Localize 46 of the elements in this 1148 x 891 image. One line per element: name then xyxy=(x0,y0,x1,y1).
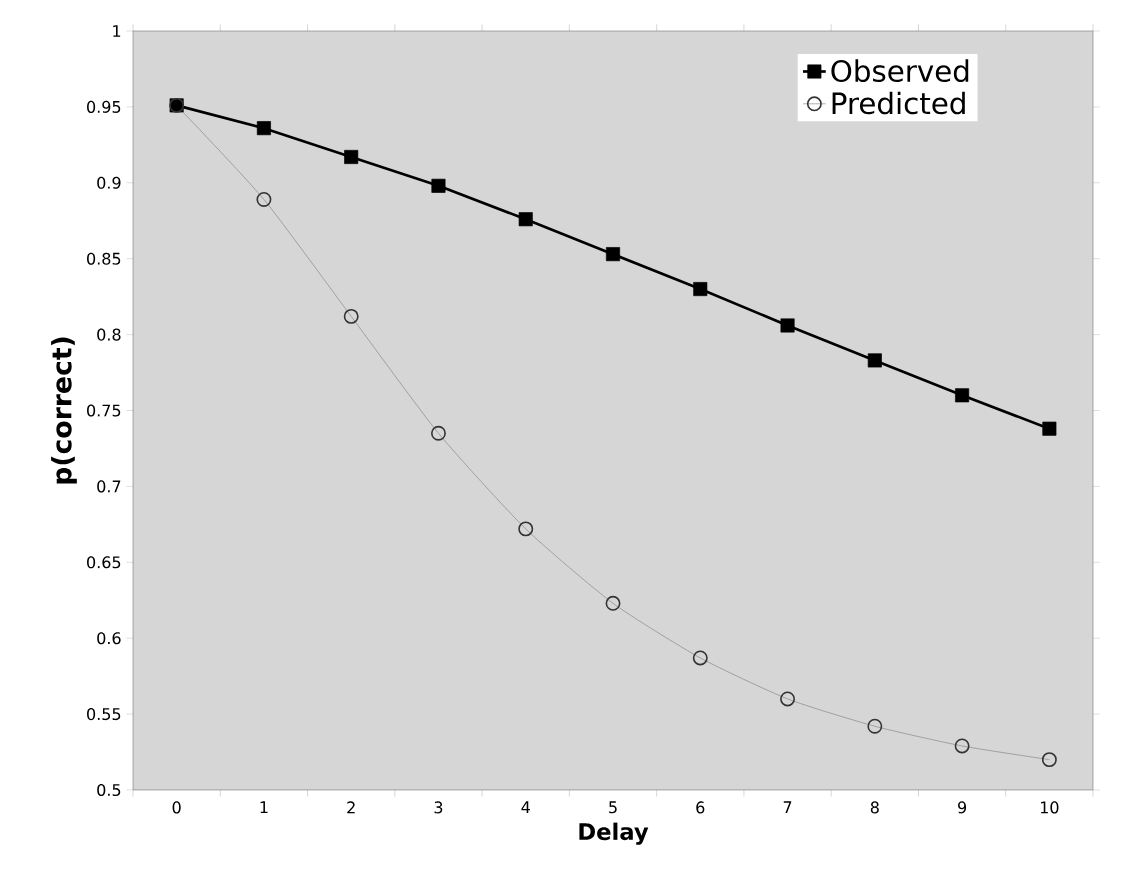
point xyxy=(693,282,708,297)
point xyxy=(606,247,621,262)
legend-label: Observed xyxy=(831,59,969,83)
point xyxy=(780,691,796,707)
point xyxy=(518,521,534,537)
y-tick-label: 0.75 xyxy=(87,404,121,417)
y-tick-label: 0.8 xyxy=(97,328,121,341)
point xyxy=(1042,421,1057,436)
y-tick-label: 0.6 xyxy=(97,632,121,645)
x-tick-label: 2 xyxy=(347,801,355,814)
point xyxy=(867,353,882,368)
point xyxy=(344,149,359,164)
x-tick-label: 3 xyxy=(434,801,443,814)
point xyxy=(343,308,359,324)
x-tick-label: 10 xyxy=(1040,801,1059,814)
point xyxy=(780,318,795,333)
x-tick-label: 7 xyxy=(783,801,792,814)
point xyxy=(430,425,446,441)
x-tick-label: 4 xyxy=(521,801,530,814)
x-tick-label: 6 xyxy=(696,801,705,814)
y-tick-label: 0.7 xyxy=(97,480,121,493)
point xyxy=(431,178,446,193)
point xyxy=(256,192,272,207)
y-tick-label: 0.65 xyxy=(87,556,121,569)
point xyxy=(256,121,271,136)
point xyxy=(518,212,533,227)
y-tick-label: 0.55 xyxy=(87,708,121,721)
y-tick-label: 0.95 xyxy=(87,100,121,113)
x-tick-label: 5 xyxy=(609,801,617,814)
point xyxy=(867,718,883,734)
y-tick-label: 0.5 xyxy=(97,783,121,797)
x-tick-label: 1 xyxy=(260,801,268,814)
x-tick-label: 9 xyxy=(958,801,967,814)
x-tick-label: 8 xyxy=(870,801,879,814)
point xyxy=(605,595,621,611)
y-tick-label: 1 xyxy=(113,25,121,37)
x-axis-title: Delay xyxy=(579,822,649,845)
point xyxy=(954,738,970,754)
y-tick-label: 0.85 xyxy=(87,252,121,265)
legend-label: Predicted xyxy=(832,91,965,115)
point xyxy=(692,650,708,666)
y-tick-label: 0.9 xyxy=(97,176,121,189)
x-tick-label: 0 xyxy=(172,801,181,814)
y-axis-title: p(correct) xyxy=(51,337,77,484)
point xyxy=(1041,752,1057,768)
point xyxy=(955,388,970,403)
